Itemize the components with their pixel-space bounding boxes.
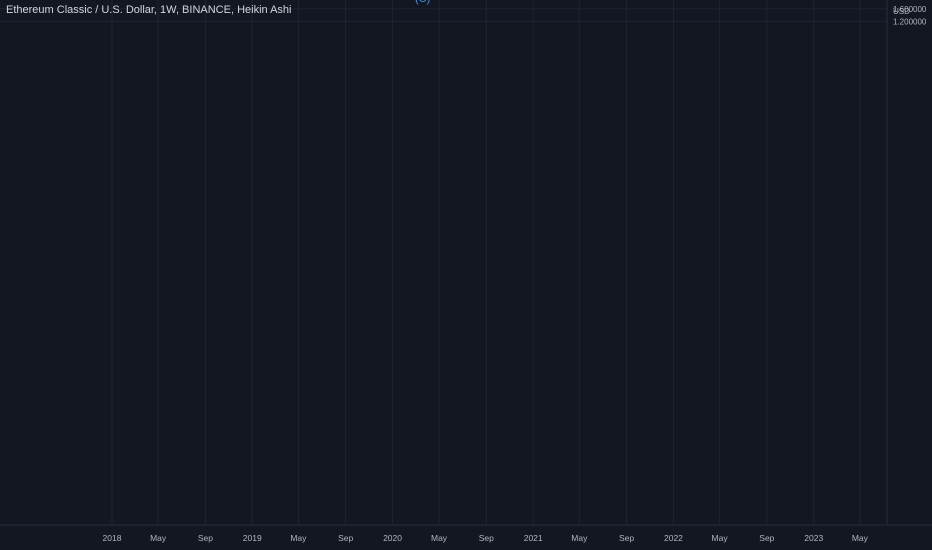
time-axis-tick: Sep	[338, 533, 353, 543]
time-axis-tick: 2019	[243, 533, 262, 543]
time-axis-tick: 2023	[804, 533, 823, 543]
symbol-header: Ethereum Classic / U.S. Dollar, 1W, BINA…	[6, 4, 291, 16]
price-axis-tick: 1.200000	[893, 17, 927, 26]
time-axis-tick: Sep	[759, 533, 774, 543]
time-axis-tick: 2021	[524, 533, 543, 543]
wave-label: (C)	[415, 0, 430, 5]
grid	[0, 0, 887, 525]
time-axis-tick: Sep	[198, 533, 213, 543]
time-axis-tick: May	[290, 533, 307, 543]
time-axis-tick: Sep	[619, 533, 634, 543]
elliott-waves: (A)(B)(C)(I)(II)(III)(IV)(V)	[415, 0, 430, 5]
time-axis-tick: May	[150, 533, 167, 543]
time-axis-tick: 2018	[103, 533, 122, 543]
price-axis-currency: USD	[893, 7, 910, 16]
time-axis-tick: 2020	[383, 533, 402, 543]
time-axis-tick: Sep	[479, 533, 494, 543]
price-axis-tick: 2.100000	[893, 0, 927, 2]
time-axis-tick: May	[431, 533, 448, 543]
time-axis-tick: May	[712, 533, 729, 543]
time-axis-tick: 2022	[664, 533, 683, 543]
symbol-title: Ethereum Classic / U.S. Dollar, 1W, BINA…	[6, 4, 292, 16]
time-axis-tick: May	[571, 533, 588, 543]
price-axis-tick: 1.600000	[893, 5, 927, 14]
time-axis-tick: May	[852, 533, 869, 543]
